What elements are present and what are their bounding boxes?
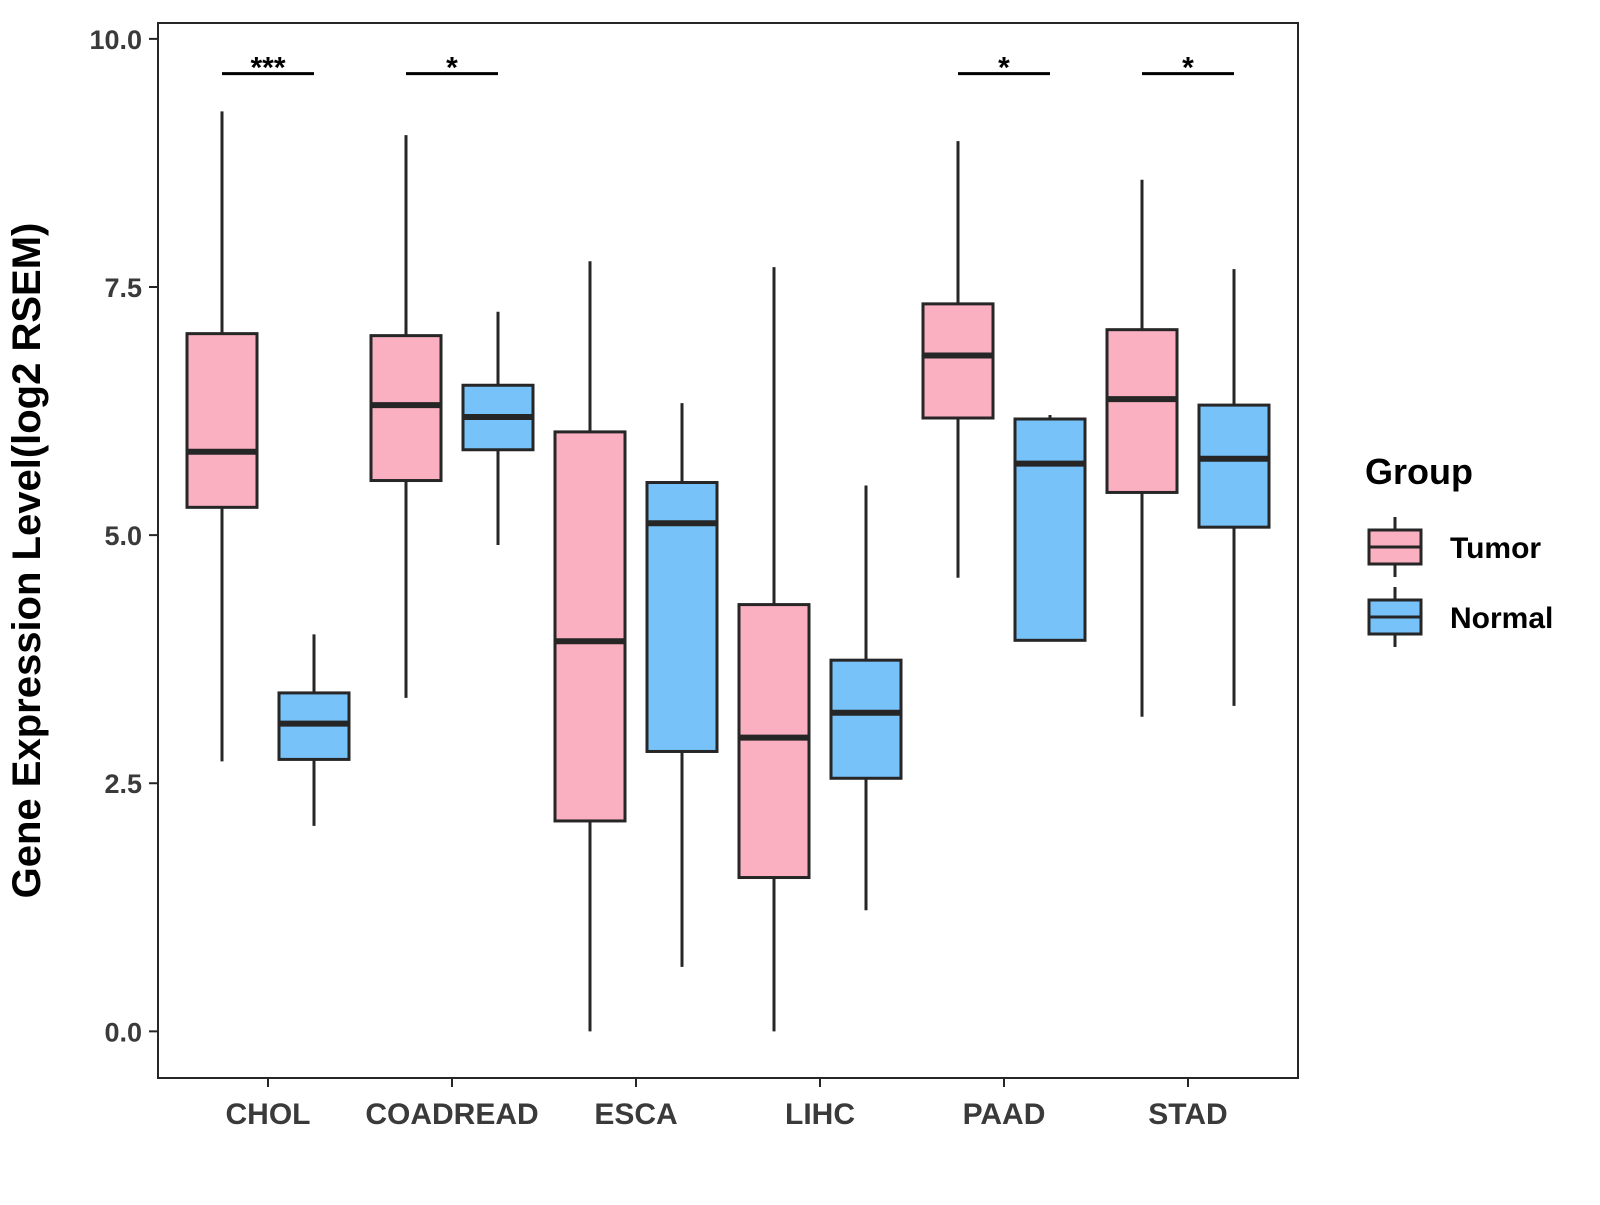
tumor-paad-box [921, 302, 995, 420]
x-tick-label-chol: CHOL [226, 1098, 311, 1131]
normal-paad-box [1013, 417, 1087, 642]
tumor-chol-box [185, 332, 259, 509]
y-tick-label: 2.5 [104, 769, 142, 799]
tumor-stad-box [1105, 328, 1179, 494]
x-tick-label-esca: ESCA [594, 1098, 677, 1131]
significance-label-stad: * [1182, 52, 1194, 85]
normal-esca-box [645, 481, 719, 753]
legend-label-normal: Normal [1450, 602, 1553, 635]
x-tick-label-coadread: COADREAD [365, 1098, 538, 1131]
x-tick-label-paad: PAAD [963, 1098, 1046, 1131]
y-tick-label: 10.0 [89, 25, 142, 55]
normal-stad-box [1197, 403, 1271, 529]
significance-label-chol: *** [250, 52, 285, 85]
y-tick-label: 7.5 [104, 273, 142, 303]
tumor-esca-box [553, 430, 627, 823]
y-tick-label: 5.0 [104, 521, 142, 551]
legend-title: Group [1365, 451, 1473, 492]
legend-label-tumor: Tumor [1450, 532, 1541, 565]
significance-label-paad: * [998, 52, 1010, 85]
tumor-lihc-box [737, 603, 811, 880]
x-tick-label-lihc: LIHC [785, 1098, 855, 1131]
plot-panel-border [157, 22, 1299, 1079]
y-tick-label: 0.0 [104, 1017, 142, 1047]
normal-lihc-box [829, 658, 903, 780]
significance-label-coadread: * [446, 52, 458, 85]
y-axis-title: Gene Expression Level(log2 RSEM) [5, 223, 49, 899]
x-tick-label-stad: STAD [1148, 1098, 1227, 1131]
